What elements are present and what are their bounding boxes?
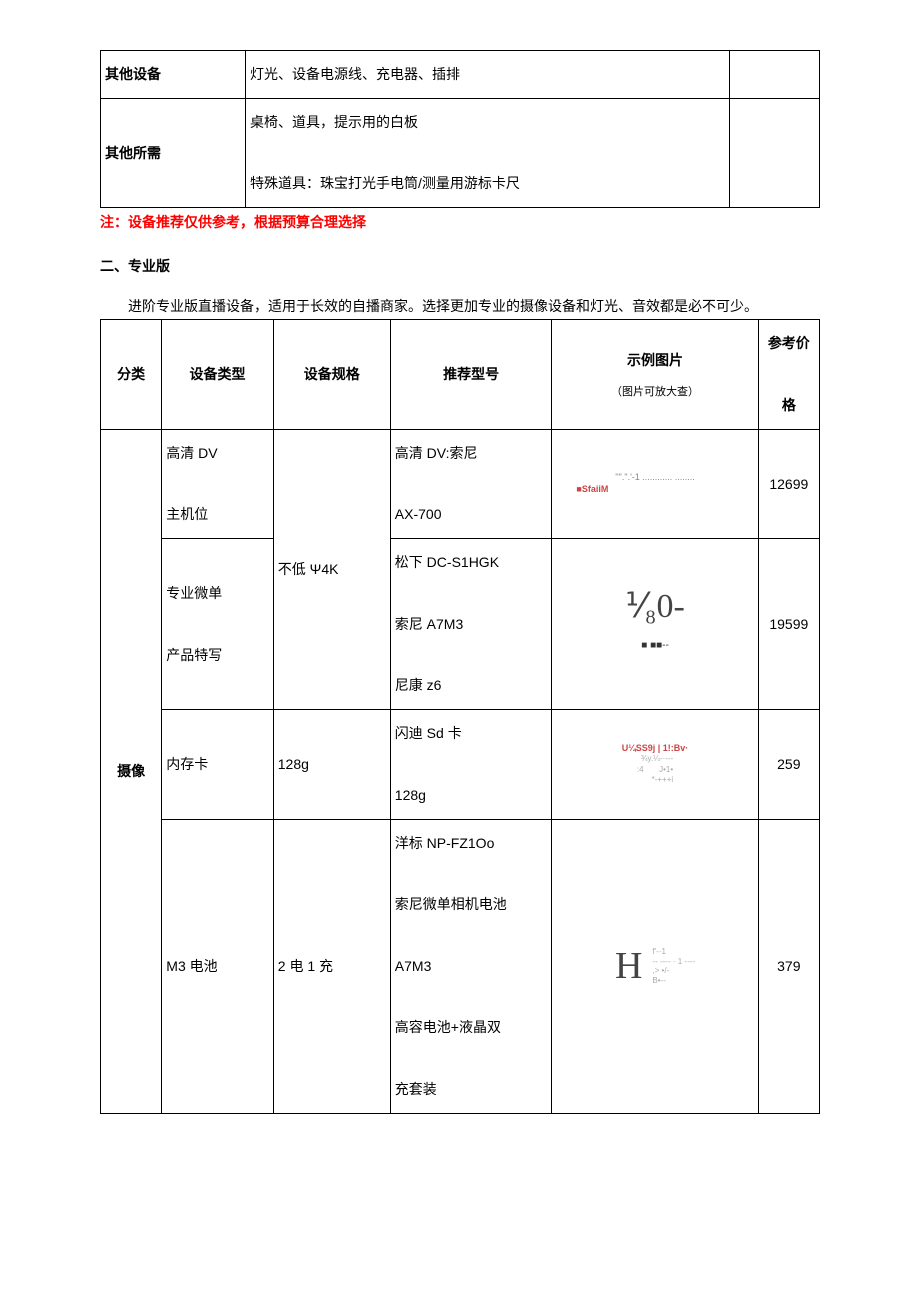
header-image-sub: （图片可放大查） (556, 380, 753, 404)
image-placeholder-icon: H f'-·1 -- ---- · 1 ---- ,> •/- B•-- (556, 947, 753, 985)
note-text: 注：设备推荐仅供参考，根据预算合理选择 (100, 212, 820, 232)
header-spec: 设备规格 (273, 320, 390, 429)
row-content: 灯光、设备电源线、充电器、插排 (246, 51, 730, 99)
other-equipment-table: 其他设备 灯光、设备电源线、充电器、插排 其他所需 桌椅、道具，提示用的白板 特… (100, 50, 820, 208)
header-type: 设备类型 (162, 320, 273, 429)
image-cell: '"'.".'-1 ............ ........ ■SfaiiM (552, 429, 758, 538)
placeholder-line-red: ■SfaiiM (576, 484, 608, 496)
image-cell: H f'-·1 -- ---- · 1 ---- ,> •/- B•-- (552, 819, 758, 1113)
row-extra (730, 98, 820, 207)
header-price: 参考价 格 (758, 320, 819, 429)
type-cell: M3 电池 (162, 819, 273, 1113)
table-header-row: 分类 设备类型 设备规格 推荐型号 示例图片 （图片可放大查） 参考价 格 (101, 320, 820, 429)
placeholder-line: '"'.".'-1 ............ ........ (615, 472, 695, 482)
table-row: 其他设备 灯光、设备电源线、充电器、插排 (101, 51, 820, 99)
image-placeholder-icon: U¼SS9j | 1!:Bv· ¾y.¼-·--- :4 J•1• *-+++i (556, 743, 753, 786)
header-category: 分类 (101, 320, 162, 429)
placeholder-line-red: U¼SS9j | 1!:Bv· (622, 743, 689, 753)
image-cell: U¼SS9j | 1!:Bv· ¾y.¼-·--- :4 J•1• *-+++i (552, 710, 758, 819)
placeholder-big: H (615, 947, 642, 985)
equipment-spec-table: 分类 设备类型 设备规格 推荐型号 示例图片 （图片可放大查） 参考价 格 摄像… (100, 319, 820, 1113)
header-model: 推荐型号 (390, 320, 552, 429)
spec-cell: 2 电 1 充 (273, 819, 390, 1113)
type-cell: 内存卡 (162, 710, 273, 819)
price-cell: 379 (758, 819, 819, 1113)
image-placeholder-icon: '"'.".'-1 ............ ........ ■SfaiiM (556, 472, 753, 495)
price-cell: 12699 (758, 429, 819, 538)
row-label: 其他设备 (101, 51, 246, 99)
header-image: 示例图片 （图片可放大查） (552, 320, 758, 429)
table-row: 专业微单 产品特写 松下 DC-S1HGK 索尼 A7M3 尼康 z6 ⅟₈0-… (101, 539, 820, 710)
row-extra (730, 51, 820, 99)
placeholder-side: f'-·1 -- ---- · 1 ---- ,> •/- B•-- (652, 947, 695, 985)
placeholder-big: ⅟₈0- (625, 588, 684, 625)
header-image-text: 示例图片 (627, 352, 683, 368)
image-placeholder-icon: ⅟₈0- ■ ■■-- (556, 590, 753, 659)
spec-cell: 不低 Ψ4K (273, 429, 390, 709)
table-row: M3 电池 2 电 1 充 洋标 NP-FZ1Oo 索尼微单相机电池 A7M3 … (101, 819, 820, 1113)
table-row: 摄像 高清 DV 主机位 不低 Ψ4K 高清 DV:索尼 AX-700 '"'.… (101, 429, 820, 538)
type-cell: 专业微单 产品特写 (162, 539, 273, 710)
section-title: 二、专业版 (100, 256, 820, 276)
table-row: 内存卡 128g 闪迪 Sd 卡 128g U¼SS9j | 1!:Bv· ¾y… (101, 710, 820, 819)
row-content: 桌椅、道具，提示用的白板 特殊道具：珠宝打光手电筒/测量用游标卡尺 (246, 98, 730, 207)
table-row: 其他所需 桌椅、道具，提示用的白板 特殊道具：珠宝打光手电筒/测量用游标卡尺 (101, 98, 820, 207)
model-cell: 洋标 NP-FZ1Oo 索尼微单相机电池 A7M3 高容电池+液晶双 充套装 (390, 819, 552, 1113)
model-cell: 闪迪 Sd 卡 128g (390, 710, 552, 819)
placeholder-sub: ■ ■■-- (641, 640, 669, 651)
placeholder-line: ¾y.¼-·--- :4 J•1• *-+++i (637, 754, 673, 785)
image-cell: ⅟₈0- ■ ■■-- (552, 539, 758, 710)
model-cell: 松下 DC-S1HGK 索尼 A7M3 尼康 z6 (390, 539, 552, 710)
model-cell: 高清 DV:索尼 AX-700 (390, 429, 552, 538)
spec-cell: 128g (273, 710, 390, 819)
price-cell: 19599 (758, 539, 819, 710)
category-cell: 摄像 (101, 429, 162, 1113)
row-label: 其他所需 (101, 98, 246, 207)
intro-paragraph: 进阶专业版直播设备，适用于长效的自播商家。选择更加专业的摄像设备和灯光、音效都是… (100, 294, 820, 319)
type-cell: 高清 DV 主机位 (162, 429, 273, 538)
price-cell: 259 (758, 710, 819, 819)
